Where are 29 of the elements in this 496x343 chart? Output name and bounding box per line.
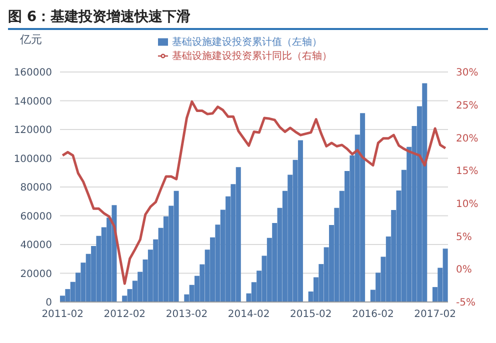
y-tick-label: 160000 bbox=[14, 68, 52, 79]
y2-tick-label: 25% bbox=[456, 100, 478, 112]
y2-tick-label: -5% bbox=[456, 298, 476, 309]
y-tick-label: 60000 bbox=[20, 211, 52, 222]
x-tick-label: 2017-02 bbox=[414, 309, 456, 320]
y2-tick-label: 15% bbox=[456, 166, 478, 178]
chart-title: 图 6：基建投资增速快速下滑 bbox=[8, 8, 488, 30]
x-tick-label: 2015-02 bbox=[290, 309, 332, 320]
y-tick-label: 140000 bbox=[14, 96, 52, 108]
x-tick-label: 2012-02 bbox=[104, 309, 146, 320]
line-series bbox=[61, 100, 447, 285]
legend-label: 基础设施建设投资累计值（左轴） bbox=[172, 37, 322, 48]
x-tick-label: 2016-02 bbox=[352, 309, 394, 320]
x-tick-label: 2014-02 bbox=[228, 309, 270, 320]
y2-tick-label: 5% bbox=[456, 232, 472, 243]
legend-label: 基础设施建设投资累计同比（右轴） bbox=[172, 51, 332, 62]
x-tick-label: 2013-02 bbox=[166, 309, 208, 320]
y-tick-label: 0 bbox=[46, 298, 52, 309]
y2-tick-label: 30% bbox=[456, 68, 478, 79]
x-tick-label: 2011-02 bbox=[42, 309, 84, 320]
y2-tick-label: 0% bbox=[456, 264, 472, 276]
y-tick-label: 40000 bbox=[20, 240, 52, 252]
y2-tick-label: 10% bbox=[456, 198, 478, 210]
y-tick-label: 80000 bbox=[20, 182, 52, 194]
y-axis-title: 亿元 bbox=[20, 32, 42, 47]
y-tick-label: 20000 bbox=[20, 268, 52, 280]
y2-tick-label: 20% bbox=[456, 133, 478, 144]
y-tick-label: 120000 bbox=[14, 125, 52, 136]
y-tick-label: 100000 bbox=[14, 154, 52, 165]
